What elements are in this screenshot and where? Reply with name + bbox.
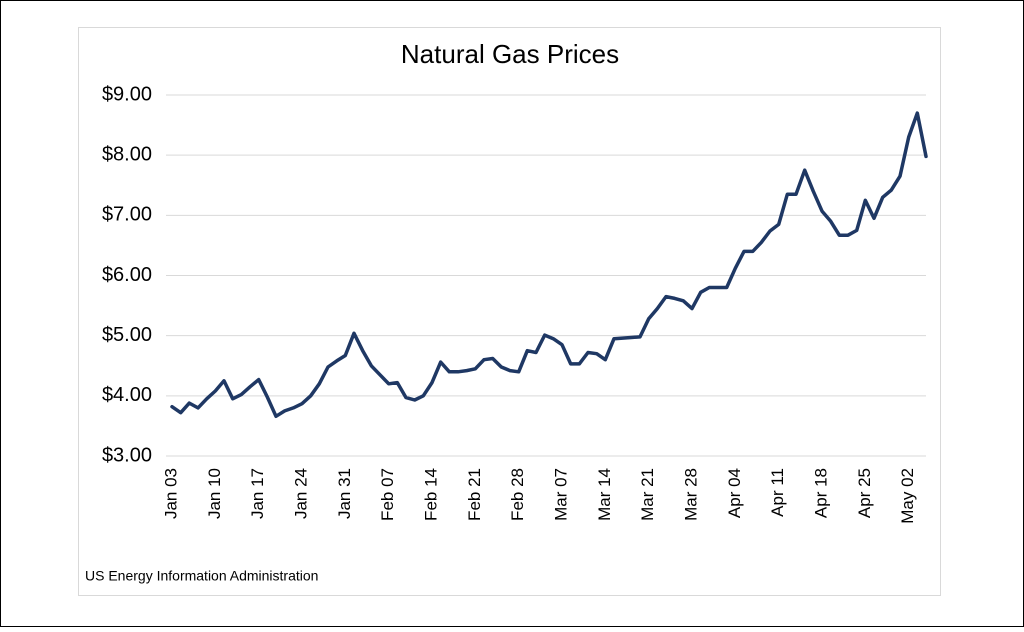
y-tick-label: $9.00 (102, 83, 152, 105)
chart-title: Natural Gas Prices (401, 39, 619, 69)
x-tick-label: Apr 11 (768, 468, 787, 517)
y-tick-label: $8.00 (102, 143, 152, 165)
x-tick-label: Mar 28 (681, 468, 700, 521)
chart-area (78, 27, 941, 596)
x-tick-label: Jan 31 (335, 468, 354, 519)
y-tick-label: $3.00 (102, 444, 152, 466)
y-tick-label: $6.00 (102, 264, 152, 286)
x-tick-label: Apr 04 (725, 468, 744, 518)
y-tick-label: $7.00 (102, 204, 152, 226)
x-tick-label: Mar 21 (638, 468, 657, 521)
y-tick-label: $4.00 (102, 384, 152, 406)
x-tick-label: Feb 28 (508, 468, 527, 521)
x-tick-label: Feb 21 (465, 468, 484, 521)
y-tick-label: $5.00 (102, 324, 152, 346)
x-tick-label: Feb 07 (378, 468, 397, 521)
x-tick-label: Jan 03 (161, 468, 180, 519)
x-tick-label: Mar 07 (551, 468, 570, 521)
x-tick-label: May 02 (898, 468, 917, 524)
price-line (170, 111, 928, 419)
x-tick-label: Mar 14 (595, 468, 614, 521)
x-tick-label: Apr 18 (811, 468, 830, 518)
x-tick-label: Jan 24 (291, 468, 310, 519)
x-tick-label: Jan 17 (248, 468, 267, 519)
x-tick-label: Feb 14 (421, 468, 440, 521)
x-tick-label: Jan 10 (205, 468, 224, 519)
x-tick-label: Apr 25 (855, 468, 874, 518)
source-note: US Energy Information Administration (85, 568, 318, 584)
